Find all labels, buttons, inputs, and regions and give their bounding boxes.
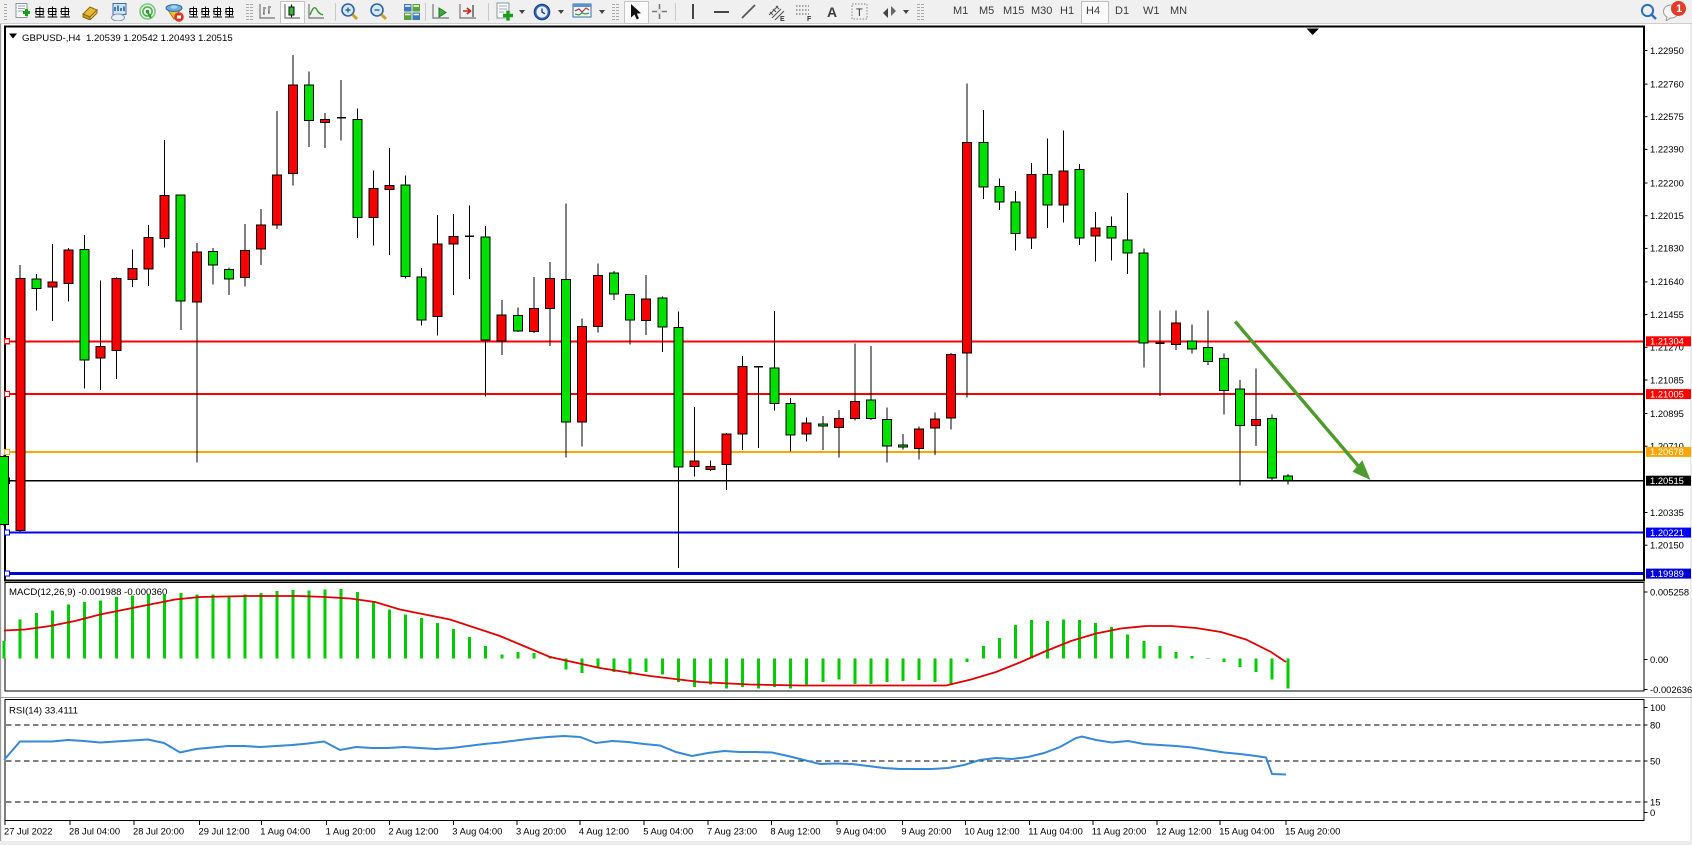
svg-text:3 Aug 04:00: 3 Aug 04:00: [452, 826, 502, 837]
svg-text:9 Aug 04:00: 9 Aug 04:00: [836, 826, 886, 837]
svg-text:1.22575: 1.22575: [1650, 111, 1684, 122]
svg-text:RSI(14) 33.4111: RSI(14) 33.4111: [9, 706, 78, 717]
svg-text:1.20150: 1.20150: [1650, 540, 1684, 551]
svg-text:1.20710: 1.20710: [1650, 441, 1684, 452]
svg-text:MACD(12,26,9) -0.001988 -0.000: MACD(12,26,9) -0.001988 -0.000360: [9, 587, 167, 598]
svg-text:15: 15: [1650, 796, 1660, 807]
svg-text:1.22950: 1.22950: [1650, 45, 1684, 56]
svg-text:1 Aug 20:00: 1 Aug 20:00: [326, 826, 376, 837]
svg-text:80: 80: [1650, 719, 1660, 730]
svg-text:-0.002636: -0.002636: [1650, 684, 1692, 695]
svg-text:GBPUSD-,H4 1.20539 1.20542 1.: GBPUSD-,H4 1.20539 1.20542 1.20493 1.205…: [22, 33, 233, 44]
svg-text:1.21640: 1.21640: [1650, 276, 1684, 287]
svg-text:1.22200: 1.22200: [1650, 177, 1684, 188]
svg-text:1.21304: 1.21304: [1650, 336, 1684, 347]
svg-text:100: 100: [1650, 702, 1666, 713]
svg-text:4 Aug 12:00: 4 Aug 12:00: [579, 826, 629, 837]
svg-text:1.20895: 1.20895: [1650, 408, 1684, 419]
svg-text:1.20221: 1.20221: [1650, 527, 1684, 538]
svg-text:E: E: [780, 16, 785, 22]
svg-text:15 Aug 20:00: 15 Aug 20:00: [1285, 826, 1340, 837]
svg-text:1.20335: 1.20335: [1650, 507, 1684, 518]
svg-text:0.005258: 0.005258: [1650, 586, 1689, 597]
svg-text:28 Jul 20:00: 28 Jul 20:00: [133, 826, 184, 837]
svg-text:1.20515: 1.20515: [1650, 475, 1684, 486]
svg-text:0: 0: [1650, 807, 1655, 818]
svg-text:11 Aug 04:00: 11 Aug 04:00: [1028, 826, 1083, 837]
svg-text:1.21455: 1.21455: [1650, 309, 1684, 320]
svg-text:10 Aug 12:00: 10 Aug 12:00: [964, 826, 1019, 837]
svg-text:3 Aug 20:00: 3 Aug 20:00: [516, 826, 566, 837]
svg-text:1.22015: 1.22015: [1650, 210, 1684, 221]
svg-text:5 Aug 04:00: 5 Aug 04:00: [643, 826, 693, 837]
svg-text:T: T: [856, 7, 863, 19]
svg-text:1.19989: 1.19989: [1650, 568, 1684, 579]
svg-text:1.20678: 1.20678: [1650, 446, 1684, 457]
svg-text:7 Aug 23:00: 7 Aug 23:00: [707, 826, 757, 837]
svg-text:29 Jul 12:00: 29 Jul 12:00: [199, 826, 250, 837]
svg-text:8 Aug 12:00: 8 Aug 12:00: [770, 826, 820, 837]
svg-text:1.21830: 1.21830: [1650, 243, 1684, 254]
svg-text:15 Aug 04:00: 15 Aug 04:00: [1219, 826, 1274, 837]
svg-text:1 Aug 04:00: 1 Aug 04:00: [260, 826, 310, 837]
svg-text:27 Jul 2022: 27 Jul 2022: [4, 826, 52, 837]
svg-text:2 Aug 12:00: 2 Aug 12:00: [388, 826, 438, 837]
svg-text:12 Aug 12:00: 12 Aug 12:00: [1156, 826, 1211, 837]
svg-text:1.22390: 1.22390: [1650, 144, 1684, 155]
svg-text:F: F: [807, 16, 812, 22]
svg-text:1.21005: 1.21005: [1650, 388, 1684, 399]
svg-text:1.22760: 1.22760: [1650, 78, 1684, 89]
svg-text:11 Aug 20:00: 11 Aug 20:00: [1092, 826, 1147, 837]
svg-text:0.00: 0.00: [1650, 654, 1668, 665]
svg-text:9 Aug 20:00: 9 Aug 20:00: [901, 826, 951, 837]
svg-text:28 Jul 04:00: 28 Jul 04:00: [69, 826, 120, 837]
svg-text:50: 50: [1650, 755, 1660, 766]
svg-text:1.21270: 1.21270: [1650, 342, 1684, 353]
svg-text:1.21085: 1.21085: [1650, 374, 1684, 385]
